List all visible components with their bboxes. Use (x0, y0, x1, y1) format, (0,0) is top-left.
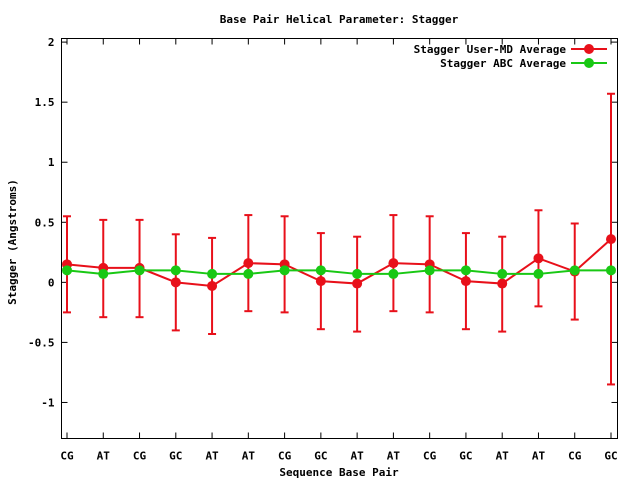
y-tick-label: 2 (48, 36, 55, 49)
plot-frame (61, 38, 618, 439)
data-point (606, 265, 616, 276)
x-tick-label: AT (205, 450, 219, 463)
legend-entry: Stagger ABC Average (440, 57, 607, 70)
data-point (207, 268, 218, 279)
series-line (66, 238, 612, 287)
data-point (569, 265, 580, 276)
x-tick-label: GC (169, 450, 182, 463)
data-point (533, 268, 544, 279)
x-tick-label: CG (133, 450, 147, 463)
y-tick-label: 0.5 (35, 216, 55, 229)
data-point (170, 265, 181, 276)
y-tick-label: 1 (48, 156, 55, 169)
x-tick-label: AT (242, 450, 256, 463)
chart-title: Base Pair Helical Parameter: Stagger (220, 13, 459, 26)
data-point (62, 265, 72, 276)
series-line (66, 269, 611, 275)
data-point (243, 258, 254, 269)
legend-marker (584, 58, 594, 68)
data-point (243, 268, 254, 279)
x-tick-label: GC (459, 450, 472, 463)
y-tick-label: -1 (41, 396, 55, 409)
data-point (279, 265, 290, 276)
x-tick-label: AT (532, 450, 546, 463)
x-tick-label: AT (387, 450, 401, 463)
data-point (497, 278, 508, 289)
data-point (207, 280, 218, 291)
data-point (134, 265, 145, 276)
data-point (497, 268, 508, 279)
legend-marker (584, 44, 594, 54)
data-point (352, 268, 363, 279)
x-tick-label: CG (568, 450, 582, 463)
x-tick-label: AT (496, 450, 510, 463)
data-point (315, 265, 326, 276)
x-tick-label: GC (604, 450, 617, 463)
y-tick-label: 1.5 (35, 96, 55, 109)
x-tick-label: CG (278, 450, 292, 463)
data-point (424, 265, 435, 276)
data-point (388, 258, 399, 269)
data-point (315, 276, 326, 287)
x-axis-label: Sequence Base Pair (279, 466, 399, 479)
data-point (170, 277, 181, 288)
series-1 (62, 92, 616, 386)
y-tick-label: -0.5 (28, 336, 55, 349)
legend-label: Stagger ABC Average (440, 57, 566, 70)
plot-area: 2 1.5 1 0.5 0 -0.5 -1 CG AT CG GC AT AT CG GC AT AT CG GC A… (28, 36, 618, 462)
legend-entry: Stagger User-MD Average (414, 43, 607, 56)
data-point (460, 276, 471, 287)
series-2 (62, 265, 616, 279)
x-tick-label: AT (97, 450, 111, 463)
y-tick-label: 0 (48, 276, 55, 289)
x-tick-label: CG (60, 450, 74, 463)
x-tick-label: CG (423, 450, 437, 463)
data-point (388, 268, 399, 279)
data-point (533, 253, 544, 264)
data-point (352, 278, 363, 289)
data-point (460, 265, 471, 276)
legend-label: Stagger User-MD Average (414, 43, 567, 56)
data-point (98, 268, 109, 279)
x-tick-label: AT (351, 450, 365, 463)
y-axis-label: Stagger (Angstroms) (6, 179, 19, 305)
x-tick-label: GC (314, 450, 327, 463)
data-point (606, 234, 616, 245)
